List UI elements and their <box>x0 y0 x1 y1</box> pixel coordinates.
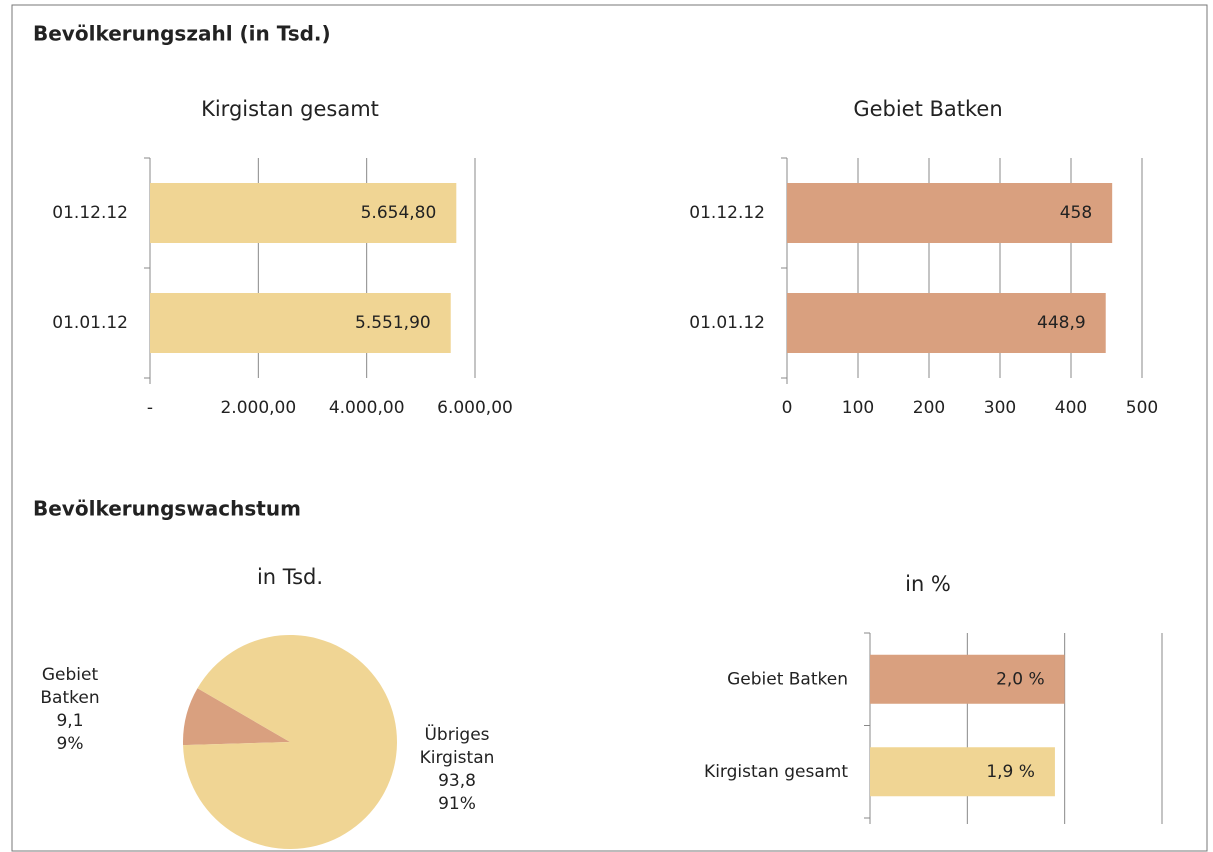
slice-percent: 9% <box>57 734 84 754</box>
x-tick-label: 4.000,00 <box>329 398 405 418</box>
x-tick-label: 400 <box>1055 398 1087 418</box>
x-tick-label: 500 <box>1126 398 1158 418</box>
x-tick-label: 0 <box>782 398 793 418</box>
bar <box>150 183 457 243</box>
slice-value: 93,8 <box>438 771 476 791</box>
chart-title: in % <box>905 572 951 596</box>
y-tick-label: 01.01.12 <box>689 313 765 333</box>
y-tick-label: Kirgistan gesamt <box>704 762 848 782</box>
bar <box>870 747 1055 797</box>
slice-label: Gebiet Batken <box>40 665 99 708</box>
y-tick-label: 01.12.12 <box>52 203 128 223</box>
y-tick-label: 01.12.12 <box>689 203 765 223</box>
x-tick-label: - <box>147 398 153 418</box>
heading: Bevölkerungszahl (in Tsd.) <box>33 22 331 46</box>
bar <box>787 183 1113 243</box>
pie-slice <box>183 688 290 746</box>
frame <box>11 4 1208 852</box>
bar <box>870 654 1065 704</box>
x-tick-label: 200 <box>913 398 945 418</box>
chart-title: Kirgistan gesamt <box>201 97 379 121</box>
value-label: 448,9 <box>1037 313 1086 333</box>
x-tick-label: 6.000,00 <box>437 398 513 418</box>
slice-value: 9,1 <box>56 711 83 731</box>
y-tick-label: Gebiet Batken <box>727 669 848 689</box>
slice-percent: 91% <box>438 794 476 814</box>
x-tick-label: 2.000,00 <box>220 398 296 418</box>
value-label: 458 <box>1060 203 1092 223</box>
bar <box>787 293 1106 353</box>
value-label: 1,9 % <box>986 762 1035 782</box>
value-label: 2,0 % <box>996 669 1045 689</box>
x-tick-label: 300 <box>984 398 1016 418</box>
label-line: Batken <box>40 688 99 708</box>
label-line: Kirgistan <box>420 748 495 768</box>
bar <box>150 293 451 353</box>
chart-title: in Tsd. <box>257 565 323 589</box>
heading: Bevölkerungswachstum <box>33 497 301 521</box>
pie-slice <box>183 634 397 849</box>
x-tick-label: 100 <box>842 398 874 418</box>
y-tick-label: 01.01.12 <box>52 313 128 333</box>
label-line: Gebiet <box>42 665 99 685</box>
slice-label: Übriges Kirgistan <box>420 723 495 768</box>
value-label: 5.551,90 <box>355 313 431 333</box>
label-line: Übriges <box>424 723 489 745</box>
value-label: 5.654,80 <box>361 203 437 223</box>
chart-title: Gebiet Batken <box>853 97 1002 121</box>
